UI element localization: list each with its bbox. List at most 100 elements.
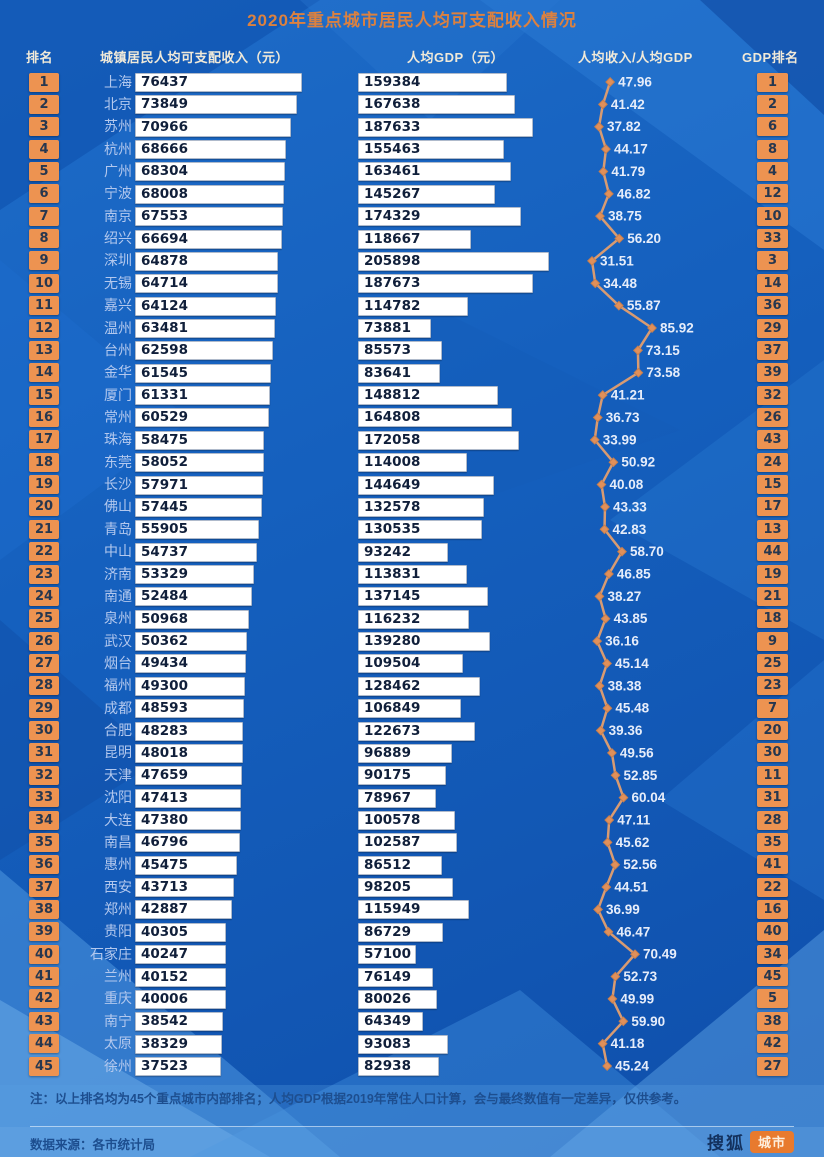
city-label: 济南: [104, 565, 132, 582]
city-label: 中山: [104, 543, 132, 560]
gdp-bar: 118667: [358, 229, 471, 249]
ratio-marker: [613, 300, 624, 311]
gdp-rank-badge: 36: [757, 296, 788, 316]
city-label: 南宁: [104, 1012, 132, 1029]
gdp-bar: 102587: [358, 833, 457, 853]
rank-badge: 30: [29, 721, 59, 741]
sohu-logo-text: 搜狐: [706, 1134, 745, 1153]
income-bar: 48593: [135, 699, 244, 719]
city-label: 昆明: [104, 744, 132, 761]
ratio-marker: [592, 412, 603, 423]
gdp-bar: 163461: [358, 162, 512, 182]
ratio-value-label: 56.20: [627, 231, 661, 246]
city-label: 金华: [104, 364, 132, 381]
gdp-bar: 122673: [358, 721, 475, 741]
ratio-value-label: 38.75: [608, 209, 642, 224]
ratio-value-label: 55.87: [627, 298, 661, 313]
ratio-marker: [610, 971, 621, 982]
city-label: 合肥: [104, 722, 132, 739]
gdp-bar: 167638: [358, 95, 515, 115]
ratio-marker: [598, 166, 609, 177]
rank-badge: 18: [29, 452, 59, 472]
income-bar: 57971: [135, 475, 264, 495]
gdp-rank-badge: 4: [757, 161, 788, 181]
city-label: 天津: [104, 766, 132, 783]
ratio-value-label: 73.58: [646, 365, 680, 380]
gdp-rank-badge: 33: [757, 229, 788, 249]
ratio-marker: [632, 345, 643, 356]
rank-badge: 40: [29, 944, 59, 964]
gdp-rank-badge: 11: [757, 765, 788, 785]
rank-badge: 5: [29, 161, 59, 181]
gdp-bar: 114782: [358, 296, 468, 316]
city-label: 苏州: [104, 118, 132, 135]
gdp-bar: 85573: [358, 341, 442, 361]
gdp-bar: 76149: [358, 967, 434, 987]
ratio-marker: [594, 121, 604, 132]
ratio-value-label: 41.42: [611, 97, 645, 112]
footer-divider: [30, 1126, 794, 1127]
gdp-rank-badge: 24: [757, 452, 788, 472]
ratio-marker: [605, 77, 616, 87]
income-bar: 67553: [135, 207, 284, 227]
ratio-value-label: 37.82: [607, 119, 641, 134]
ratio-marker: [592, 636, 603, 647]
ratio-value-label: 39.36: [609, 723, 643, 738]
rank-badge: 28: [29, 676, 59, 696]
income-bar: 53329: [135, 565, 254, 584]
gdp-bar: 113831: [358, 565, 467, 584]
city-label: 常州: [104, 408, 132, 425]
ratio-marker: [597, 99, 608, 110]
footnote: 注：以上排名均为45个重点城市内部排名；人均GDP根据2019年常住人口计算，会…: [30, 1092, 687, 1106]
gdp-bar: 116232: [358, 609, 469, 629]
income-bar: 50362: [135, 632, 248, 652]
rank-badge: 6: [29, 184, 59, 204]
rank-badge: 38: [29, 899, 59, 919]
income-bar: 48018: [135, 743, 243, 763]
income-bar: 66694: [135, 229, 282, 249]
header-gdp-rank: GDP排名: [742, 50, 799, 65]
ratio-value-label: 52.85: [624, 768, 658, 783]
ratio-marker: [587, 255, 597, 266]
income-bar: 38542: [135, 1012, 223, 1032]
rank-badge: 1: [29, 72, 59, 92]
income-bar: 52484: [135, 587, 252, 607]
city-label: 徐州: [104, 1057, 132, 1074]
gdp-bar: 96889: [358, 743, 452, 763]
ratio-marker: [610, 770, 621, 781]
gdp-rank-badge: 32: [757, 385, 788, 405]
gdp-bar: 159384: [358, 73, 508, 92]
income-bar: 61331: [135, 386, 271, 406]
header-rank: 排名: [26, 50, 54, 65]
income-bar: 58052: [135, 453, 264, 473]
income-bar: 54737: [135, 542, 257, 562]
income-bar: 40152: [135, 967, 226, 987]
income-bar: 49300: [135, 676, 246, 696]
gdp-rank-badge: 20: [757, 721, 788, 741]
rank-badge: 44: [29, 1034, 59, 1054]
gdp-bar: 86512: [358, 855, 443, 875]
income-bar: 62598: [135, 341, 273, 361]
gdp-bar: 145267: [358, 184, 495, 204]
gdp-rank-badge: 7: [757, 698, 788, 718]
gdp-bar: 80026: [358, 989, 437, 1009]
rank-badge: 45: [29, 1056, 59, 1076]
header-ratio: 人均收入/人均GDP: [578, 50, 693, 65]
gdp-bar: 73881: [358, 319, 431, 338]
city-label: 武汉: [104, 632, 132, 649]
ratio-value-label: 43.85: [614, 611, 648, 626]
gdp-bar: 106849: [358, 699, 461, 719]
ratio-marker: [595, 211, 605, 222]
gdp-rank-badge: 19: [757, 564, 788, 584]
ratio-marker: [630, 949, 640, 960]
income-bar: 50968: [135, 609, 249, 629]
ratio-marker: [597, 1038, 608, 1049]
city-label: 台州: [104, 341, 132, 358]
ratio-marker: [604, 815, 615, 825]
income-bar: 58475: [135, 430, 265, 450]
income-bar: 46796: [135, 833, 240, 853]
rank-badge: 16: [29, 407, 59, 427]
city-label: 南通: [104, 587, 132, 604]
rank-badge: 14: [29, 363, 59, 383]
